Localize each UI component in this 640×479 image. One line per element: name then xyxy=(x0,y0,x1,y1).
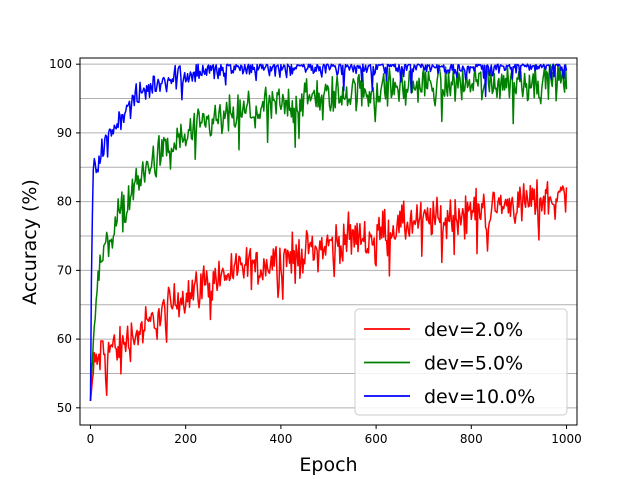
x-tick-label: 1000 xyxy=(551,432,582,446)
x-tick-label: 0 xyxy=(87,432,95,446)
legend-label: dev=2.0% xyxy=(424,319,523,341)
y-tick-label: 60 xyxy=(57,332,72,346)
x-tick-label: 200 xyxy=(174,432,197,446)
series-line-1 xyxy=(89,179,568,401)
grid-lines xyxy=(80,63,577,409)
y-tick-label: 80 xyxy=(57,195,72,209)
legend: dev=2.0% dev=5.0% dev=10.0% xyxy=(354,308,568,416)
series-line-3 xyxy=(89,63,568,401)
y-tick-label: 100 xyxy=(49,57,72,71)
y-tick-label: 90 xyxy=(57,126,72,140)
legend-box xyxy=(354,308,568,416)
x-axis-label: Epoch xyxy=(299,454,357,476)
x-tick-label: 600 xyxy=(365,432,388,446)
y-axis-label: Accuracy (%) xyxy=(19,179,41,305)
axes: 0 200 400 600 800 1000 50 60 70 80 90 100 xyxy=(49,57,582,446)
legend-label: dev=5.0% xyxy=(424,353,523,375)
series-lines xyxy=(89,63,568,401)
plot-frame xyxy=(79,57,578,426)
y-tick-label: 70 xyxy=(57,263,72,277)
x-tick-label: 800 xyxy=(460,432,483,446)
y-tick-label: 50 xyxy=(57,401,72,415)
legend-label: dev=10.0% xyxy=(424,386,535,408)
x-tick-label: 400 xyxy=(269,432,292,446)
